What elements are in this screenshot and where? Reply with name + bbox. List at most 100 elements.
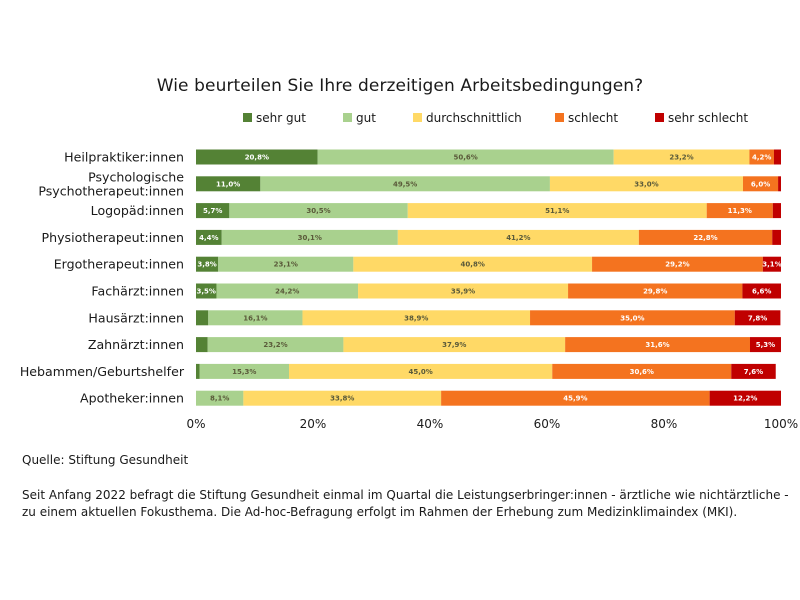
bar-segment [196, 310, 209, 326]
data-label: 45,9% [563, 395, 587, 403]
data-label: 4,4% [199, 234, 218, 242]
bar-segment [565, 337, 750, 353]
legend-swatch-durchschnittlich [413, 113, 422, 122]
data-label: 24,2% [275, 288, 299, 296]
bar-area: 20,8% 50,6% 23,2% 4,2% 11,0% 49,5% 33,0% 6,0% 5,… [196, 149, 782, 406]
chart-title: Wie beurteilen Sie Ihre derzeitigen Arbe… [156, 76, 644, 96]
legend-label-sehr-gut: sehr gut [256, 111, 306, 125]
bar-segment [196, 256, 219, 272]
data-label: 6,0% [751, 180, 770, 188]
bar-segment [592, 256, 763, 272]
data-label: 49,5% [393, 180, 417, 188]
bar-segment [773, 149, 781, 165]
bar-segment [613, 149, 750, 165]
data-label: 7,8% [748, 314, 767, 322]
category-label: Hebammen/Geburtshelfer [20, 364, 185, 379]
bar-segment [742, 283, 781, 299]
legend-swatch-gut [343, 113, 352, 122]
bar-segment [397, 229, 639, 245]
data-label: 35,9% [451, 288, 475, 296]
data-label: 16,1% [243, 314, 267, 322]
data-label: 51,1% [545, 207, 569, 215]
data-label: 37,9% [442, 341, 466, 349]
data-label: 8,1% [210, 395, 229, 403]
x-tick-label: 20% [300, 417, 327, 431]
stacked-bar-chart: sehr gut gut durchschnittlich schlecht sehr … [20, 111, 798, 431]
data-label: 40,8% [461, 261, 485, 269]
data-label: 5,3% [756, 341, 775, 349]
data-label: 12,2% [733, 395, 757, 403]
bar-segment [343, 337, 566, 353]
bar-segment [196, 176, 261, 192]
legend-label-schlecht: schlecht [568, 111, 618, 125]
bar-segment [358, 283, 569, 299]
category-labels: Heilpraktiker:innen Psychologische Psychot… [20, 150, 185, 406]
data-label: 22,8% [693, 234, 717, 242]
data-label: 5,7% [203, 207, 222, 215]
category-label: Apotheker:innen [80, 391, 184, 406]
bar-segment [552, 363, 732, 379]
category-label: Logopäd:innen [91, 203, 184, 218]
bar-segment [196, 283, 217, 299]
data-label: 41,2% [506, 234, 530, 242]
bar-segment [317, 149, 614, 165]
bar-segment [772, 203, 781, 219]
bar-segment [709, 390, 781, 406]
data-label: 6,6% [752, 288, 771, 296]
data-label: 33,8% [330, 395, 354, 403]
bar-segment [549, 176, 743, 192]
x-axis: 0% 20% 40% 60% 80% 100% [186, 417, 798, 431]
data-label: 29,2% [665, 261, 689, 269]
data-label: 3,5% [197, 288, 216, 296]
bar-segment [749, 149, 774, 165]
bar-segment [530, 310, 735, 326]
data-label: 33,0% [634, 180, 658, 188]
legend-swatch-sehr-gut [243, 113, 252, 122]
legend-label-sehr-schlecht: sehr schlecht [668, 111, 748, 125]
x-tick-label: 60% [534, 417, 561, 431]
data-label: 31,6% [645, 341, 669, 349]
data-label: 3,8% [197, 261, 216, 269]
data-label: 29,8% [643, 288, 667, 296]
category-label: Hausärzt:innen [88, 310, 184, 325]
bar-segment [199, 363, 290, 379]
bar-segment [749, 337, 781, 353]
category-label: Ergotherapeut:innen [54, 257, 184, 272]
legend-swatch-sehr-schlecht [655, 113, 664, 122]
bar-segment [243, 390, 442, 406]
data-label: 30,1% [298, 234, 322, 242]
methodology-note: Seit Anfang 2022 befragt die Stiftung Ge… [22, 488, 789, 519]
data-label: 7,6% [744, 368, 763, 376]
bar-segment [734, 310, 781, 326]
legend-label-durchschnittlich: durchschnittlich [426, 111, 522, 125]
bar-segment [778, 176, 781, 192]
category-label: Zahnärzt:innen [88, 337, 184, 352]
bar-segment [196, 337, 208, 353]
chart-legend: sehr gut gut durchschnittlich schlecht sehr … [243, 111, 748, 125]
bar-segment [196, 390, 244, 406]
data-label: 3,1% [762, 261, 781, 269]
data-label: 35,0% [620, 314, 644, 322]
x-tick-label: 0% [186, 417, 205, 431]
category-label: Physiotherapeut:innen [42, 230, 184, 245]
bar-segment [762, 256, 781, 272]
bar-segment [229, 203, 408, 219]
bar-segment [731, 363, 776, 379]
bar-segment [407, 203, 707, 219]
bar-segment [302, 310, 531, 326]
legend-swatch-schlecht [555, 113, 564, 122]
bar-segment [216, 283, 359, 299]
data-label: 38,9% [404, 314, 428, 322]
data-label: 20,8% [245, 154, 269, 162]
bar-segment [221, 229, 398, 245]
data-label: 45,0% [408, 368, 432, 376]
x-tick-label: 40% [417, 417, 444, 431]
x-tick-label: 80% [651, 417, 678, 431]
data-label: 23,2% [669, 154, 693, 162]
data-label: 23,1% [274, 261, 298, 269]
category-label: Heilpraktiker:innen [64, 150, 184, 165]
bar-segment [441, 390, 710, 406]
data-label: 11,3% [728, 207, 752, 215]
bar-segment [772, 229, 781, 245]
bar-segment [260, 176, 550, 192]
